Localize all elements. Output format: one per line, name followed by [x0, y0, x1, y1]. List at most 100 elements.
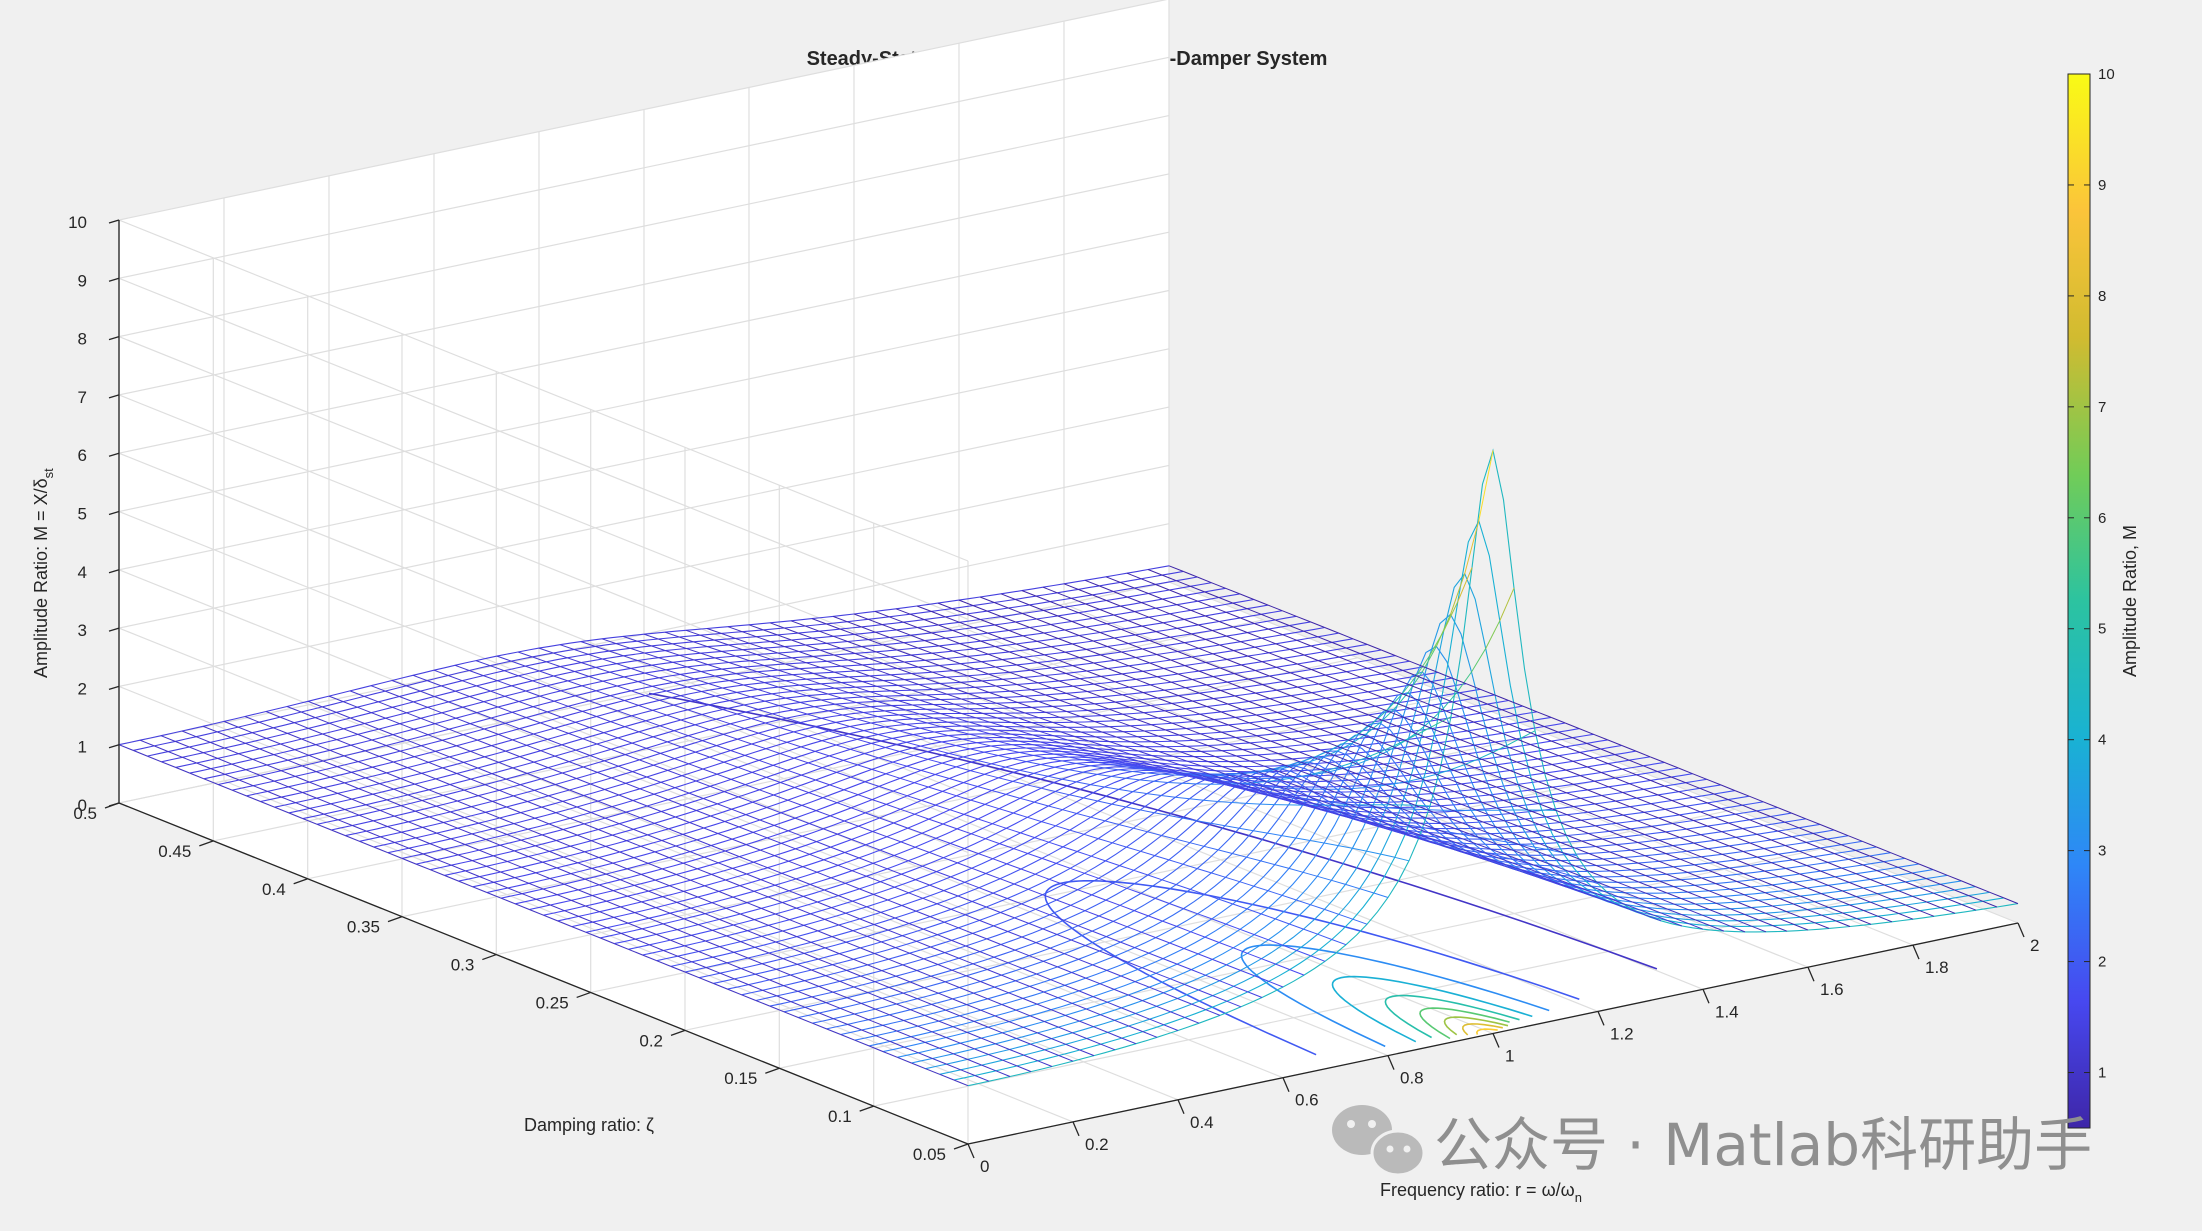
mesh-line-r [1421, 773, 1437, 779]
mesh-line-r [1128, 1025, 1143, 1033]
mesh-line-r [585, 931, 601, 939]
mesh-line-r [1686, 805, 1701, 813]
mesh-line-r [428, 761, 443, 769]
mesh-line-r [224, 773, 240, 781]
mesh-line-r [866, 935, 882, 943]
mesh-line-r [378, 728, 394, 736]
mesh-line-r [1547, 879, 1563, 886]
mesh-line-r [745, 814, 761, 821]
mesh-line-r [1056, 899, 1071, 906]
mesh-line-r [1037, 662, 1052, 669]
mesh-line-r [849, 707, 864, 713]
mesh-line-r [1457, 567, 1473, 602]
mesh-line-r [742, 649, 757, 655]
mesh-line-r [1099, 983, 1115, 990]
mesh-line-r [1622, 768, 1637, 776]
mesh-line-r [961, 725, 977, 731]
mesh-line-r [1015, 598, 1030, 606]
mesh-line-r [210, 768, 226, 775]
mesh-line-r [725, 850, 740, 858]
mesh-line-r [1730, 925, 1746, 933]
mesh-line-r [1806, 865, 1821, 872]
mesh-line-r [1254, 975, 1269, 982]
mesh-line-r [471, 806, 486, 813]
mesh-line-r [804, 980, 819, 987]
mesh-line-r [956, 766, 971, 772]
mesh-line-r [1194, 776, 1210, 781]
mesh-line-r [882, 644, 898, 651]
mesh-line-r [706, 628, 722, 634]
mesh-line-r [118, 744, 134, 751]
mesh-line-r [1362, 765, 1377, 773]
mesh-line-r [918, 1052, 933, 1059]
mesh-line-r [932, 671, 947, 678]
mesh-line-r [631, 742, 647, 749]
mesh-line-r [828, 730, 844, 736]
mesh-line-r [478, 849, 494, 857]
mesh-line-r [719, 972, 735, 980]
mesh-line-r [364, 723, 379, 730]
mesh-line-r [427, 706, 442, 714]
mesh-line-r [379, 783, 394, 790]
mesh-line-r [1488, 772, 1504, 780]
mesh-line-r [519, 728, 534, 735]
mesh-line-r [1448, 844, 1464, 851]
y-tick-mark [387, 916, 403, 923]
mesh-line-r [1489, 814, 1505, 822]
mesh-line-r [686, 666, 702, 672]
mesh-line-r [567, 657, 582, 664]
mesh-line-r [1560, 842, 1575, 849]
mesh-line-r [725, 907, 741, 915]
mesh-line-r [1275, 619, 1290, 627]
mesh-line-r [1559, 800, 1574, 808]
mesh-line-r [1258, 791, 1273, 797]
mesh-line-r [1207, 726, 1222, 733]
mesh-line-r [1814, 922, 1830, 929]
mesh-line-r [1721, 808, 1736, 815]
mesh-line-r [1199, 692, 1214, 700]
mesh-line-r [1313, 775, 1328, 782]
mesh-line-r [1112, 842, 1127, 848]
mesh-line-r [1417, 722, 1433, 729]
mesh-line-r [978, 853, 993, 860]
mesh-line-r [1439, 742, 1454, 749]
mesh-line-r [1272, 792, 1288, 797]
mesh-line-r [1197, 913, 1212, 920]
mesh-line-r [1163, 992, 1178, 999]
mesh-line-r [959, 621, 974, 629]
mesh-line-r [350, 744, 366, 752]
contour-line [1419, 1007, 1510, 1040]
mesh-line-r [1589, 870, 1604, 878]
mesh-line-r [894, 917, 910, 924]
mesh-line-r [1749, 819, 1764, 826]
mesh-line-r [392, 706, 407, 714]
mesh-line-r [746, 902, 762, 909]
mesh-line-r [950, 876, 965, 883]
mesh-line-r [1083, 797, 1098, 802]
mesh-line-r [1526, 867, 1541, 874]
mesh-line-r [1326, 720, 1341, 727]
mesh-line-r [547, 711, 562, 718]
mesh-line-r [1453, 747, 1468, 755]
mesh-line-r [329, 749, 345, 757]
mesh-line-r [1714, 839, 1730, 847]
contour-line [1461, 1023, 1503, 1036]
mesh-line-r [1053, 735, 1068, 741]
mesh-line-r [1261, 613, 1276, 621]
mesh-line-r [578, 889, 593, 896]
mesh-line-r [1125, 766, 1140, 770]
mesh-line-r [336, 739, 352, 746]
mesh-line-r [1227, 681, 1242, 689]
mesh-line-r [1462, 838, 1477, 845]
mesh-line-r [1658, 839, 1674, 847]
mesh-line-r [664, 631, 680, 638]
mesh-line-r [458, 880, 473, 888]
mesh-line-r [931, 1003, 946, 1011]
mesh-line-r [689, 822, 704, 829]
mesh-line-r [1701, 856, 1716, 863]
mesh-line-r [938, 645, 954, 652]
mesh-line-r [1300, 803, 1316, 809]
mesh-line-r [564, 910, 579, 917]
mesh-line-r [1354, 731, 1370, 738]
mesh-line-r [1487, 727, 1503, 734]
